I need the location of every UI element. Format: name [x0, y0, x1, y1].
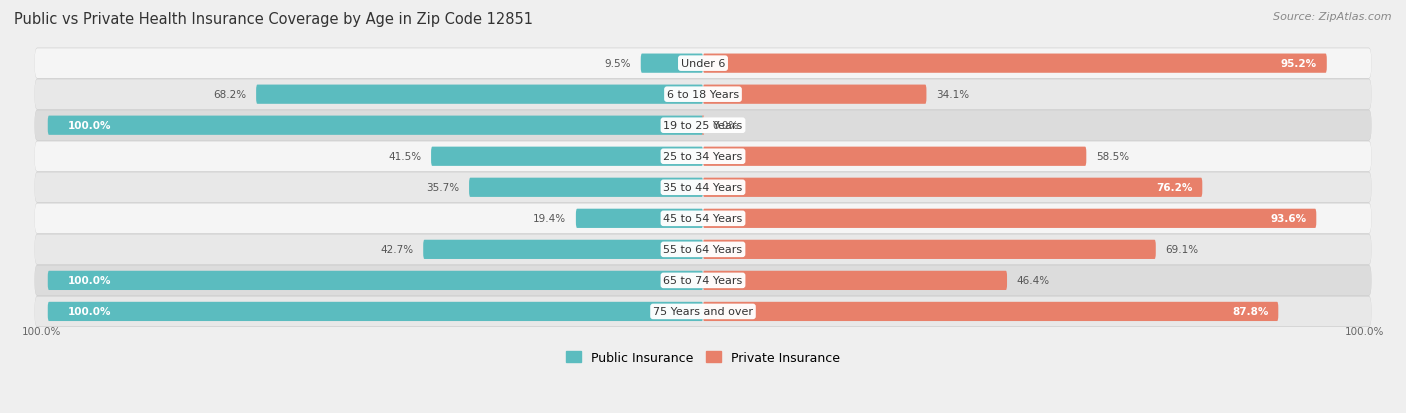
Text: 45 to 54 Years: 45 to 54 Years	[664, 214, 742, 224]
FancyBboxPatch shape	[703, 178, 1202, 197]
Text: 87.8%: 87.8%	[1232, 307, 1268, 317]
Text: 76.2%: 76.2%	[1156, 183, 1192, 193]
FancyBboxPatch shape	[35, 203, 1371, 234]
Text: 55 to 64 Years: 55 to 64 Years	[664, 245, 742, 255]
Text: 69.1%: 69.1%	[1166, 245, 1199, 255]
FancyBboxPatch shape	[703, 85, 927, 104]
Text: 46.4%: 46.4%	[1017, 276, 1050, 286]
Text: 35 to 44 Years: 35 to 44 Years	[664, 183, 742, 193]
FancyBboxPatch shape	[703, 240, 1156, 259]
FancyBboxPatch shape	[470, 178, 703, 197]
Text: 100.0%: 100.0%	[67, 307, 111, 317]
FancyBboxPatch shape	[703, 55, 1327, 74]
Text: 25 to 34 Years: 25 to 34 Years	[664, 152, 742, 162]
FancyBboxPatch shape	[703, 302, 1278, 321]
FancyBboxPatch shape	[35, 266, 1371, 296]
FancyBboxPatch shape	[35, 79, 1371, 110]
FancyBboxPatch shape	[35, 80, 1371, 110]
FancyBboxPatch shape	[423, 240, 703, 259]
Text: 93.6%: 93.6%	[1271, 214, 1306, 224]
FancyBboxPatch shape	[35, 173, 1371, 203]
Text: 65 to 74 Years: 65 to 74 Years	[664, 276, 742, 286]
FancyBboxPatch shape	[35, 204, 1371, 234]
Text: 6 to 18 Years: 6 to 18 Years	[666, 90, 740, 100]
FancyBboxPatch shape	[35, 48, 1371, 79]
FancyBboxPatch shape	[48, 271, 703, 290]
Text: 35.7%: 35.7%	[426, 183, 460, 193]
Text: 0.0%: 0.0%	[713, 121, 740, 131]
Text: 100.0%: 100.0%	[21, 326, 60, 336]
FancyBboxPatch shape	[48, 302, 703, 321]
FancyBboxPatch shape	[35, 49, 1371, 79]
Text: 100.0%: 100.0%	[67, 276, 111, 286]
Text: 19 to 25 Years: 19 to 25 Years	[664, 121, 742, 131]
Text: 68.2%: 68.2%	[214, 90, 246, 100]
FancyBboxPatch shape	[576, 209, 703, 228]
FancyBboxPatch shape	[35, 265, 1371, 296]
Text: Public vs Private Health Insurance Coverage by Age in Zip Code 12851: Public vs Private Health Insurance Cover…	[14, 12, 533, 27]
Text: 19.4%: 19.4%	[533, 214, 567, 224]
Text: 95.2%: 95.2%	[1281, 59, 1317, 69]
FancyBboxPatch shape	[35, 296, 1371, 327]
FancyBboxPatch shape	[35, 111, 1371, 141]
FancyBboxPatch shape	[35, 297, 1371, 327]
FancyBboxPatch shape	[703, 271, 1007, 290]
FancyBboxPatch shape	[35, 142, 1371, 172]
FancyBboxPatch shape	[35, 235, 1371, 265]
FancyBboxPatch shape	[641, 55, 703, 74]
Text: Under 6: Under 6	[681, 59, 725, 69]
Legend: Public Insurance, Private Insurance: Public Insurance, Private Insurance	[561, 346, 845, 369]
FancyBboxPatch shape	[703, 209, 1316, 228]
Text: 75 Years and over: 75 Years and over	[652, 307, 754, 317]
Text: 42.7%: 42.7%	[380, 245, 413, 255]
FancyBboxPatch shape	[48, 116, 703, 135]
FancyBboxPatch shape	[702, 116, 704, 135]
FancyBboxPatch shape	[432, 147, 703, 166]
Text: 9.5%: 9.5%	[605, 59, 631, 69]
Text: 41.5%: 41.5%	[388, 152, 422, 162]
FancyBboxPatch shape	[35, 141, 1371, 172]
Text: Source: ZipAtlas.com: Source: ZipAtlas.com	[1274, 12, 1392, 22]
Text: 100.0%: 100.0%	[67, 121, 111, 131]
FancyBboxPatch shape	[35, 172, 1371, 203]
FancyBboxPatch shape	[35, 234, 1371, 265]
Text: 34.1%: 34.1%	[936, 90, 969, 100]
Text: 100.0%: 100.0%	[1346, 326, 1385, 336]
FancyBboxPatch shape	[703, 147, 1087, 166]
FancyBboxPatch shape	[35, 110, 1371, 141]
FancyBboxPatch shape	[256, 85, 703, 104]
Text: 58.5%: 58.5%	[1097, 152, 1129, 162]
